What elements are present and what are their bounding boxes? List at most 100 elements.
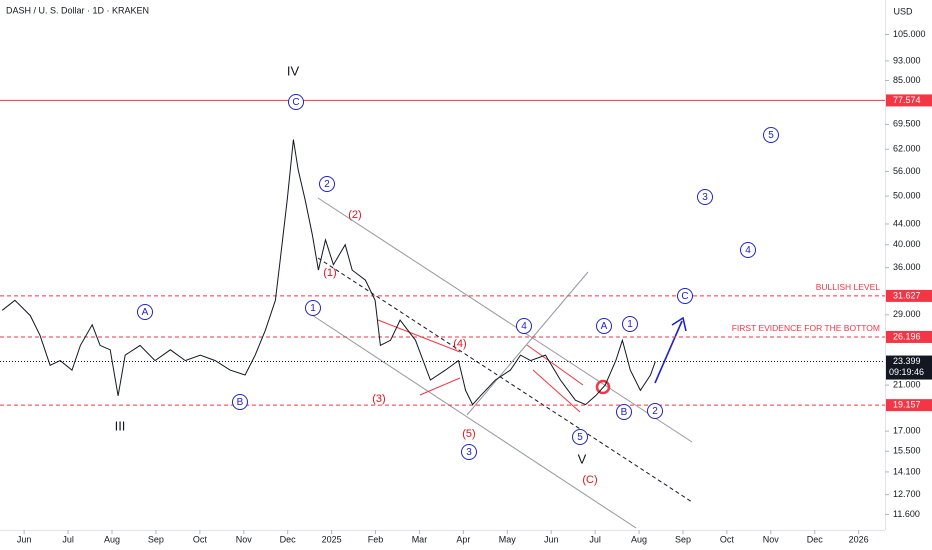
x-tick-label: Sep [148, 534, 164, 544]
x-tick-label: Nov [236, 534, 253, 544]
wave-line [532, 369, 581, 413]
y-tick-label: 17.000 [893, 426, 921, 436]
wave-label: A [601, 321, 608, 332]
wave-label: 4 [521, 321, 527, 332]
wave-label-circle [137, 304, 153, 320]
wave-label-circle [319, 176, 335, 192]
wave-label-circle [572, 429, 588, 445]
price-level-label: 23.399 [893, 356, 921, 366]
wave-label: 1 [310, 303, 316, 314]
wave-label-circle [516, 318, 532, 334]
wave-label: 2 [652, 406, 658, 417]
y-tick-label: 50.000 [893, 190, 921, 200]
wave-label: 4 [745, 245, 751, 256]
wave-label: 5 [577, 432, 583, 443]
wave-label-circle [461, 444, 477, 460]
y-tick-label: 105.000 [893, 29, 926, 39]
wave-label: 2 [324, 179, 330, 190]
y-tick-label: 15.500 [893, 446, 921, 456]
wave-label-circle [232, 394, 248, 410]
price-level-label: 26.196 [893, 331, 921, 341]
y-tick-label: 56.000 [893, 166, 921, 176]
x-tick-label: Oct [720, 534, 735, 544]
price-level-badge [886, 399, 932, 412]
wave-label-circle [288, 94, 304, 110]
price-level-badge [886, 355, 932, 380]
wave-label: (C) [582, 474, 597, 486]
wave-label: B [237, 397, 244, 408]
y-tick-label: 62.000 [893, 144, 921, 154]
price-level-badge [886, 330, 932, 343]
wave-label-circle [596, 318, 612, 334]
wave-label: III [115, 418, 126, 433]
x-tick-label: Dec [280, 534, 297, 544]
projection-arrow [654, 316, 687, 384]
channel-line [317, 197, 693, 443]
y-tick-label: 21.000 [893, 379, 921, 389]
y-tick-label: 69.500 [893, 119, 921, 129]
x-tick-label: Oct [193, 534, 208, 544]
wave-label-circle [622, 316, 638, 332]
channel-line [311, 314, 637, 529]
arrow-head [671, 316, 687, 332]
x-tick-label: Jun [544, 534, 559, 544]
wave-label: (1) [323, 267, 336, 279]
wave-label: 5 [768, 130, 774, 141]
price-level-label: 77.574 [893, 95, 921, 105]
wave-label-circle [763, 127, 779, 143]
y-tick-label: 93.000 [893, 55, 921, 65]
price-level-badge [886, 94, 932, 107]
wave-line [377, 319, 461, 353]
price-level-label: 31.627 [893, 290, 921, 300]
wave-line [419, 377, 461, 396]
level-text: FIRST EVIDENCE FOR THE BOTTOM [732, 323, 880, 333]
wave-label-circle [677, 288, 693, 304]
arrow-shaft [654, 320, 683, 384]
x-tick-label: Nov [763, 534, 780, 544]
wave-label: (2) [348, 209, 361, 221]
wave-label: 3 [466, 447, 472, 458]
wave-label-circle [697, 189, 713, 205]
x-tick-label: Jun [17, 534, 32, 544]
y-tick-label: 29.000 [893, 309, 921, 319]
y-tick-label: 11.600 [893, 509, 920, 519]
y-tick-label: 85.000 [893, 75, 921, 85]
wave-label: 3 [702, 192, 708, 203]
wave-label: A [142, 307, 149, 318]
x-tick-label: Jul [62, 534, 74, 544]
price-level-label: 19.157 [893, 400, 921, 410]
price-level-badge [886, 289, 932, 302]
y-tick-label: 14.100 [893, 466, 921, 476]
x-tick-label: Apr [456, 534, 470, 544]
y-tick-label: 12.700 [893, 489, 921, 499]
currency-label: USD [893, 6, 913, 16]
x-tick-label: Sep [675, 534, 691, 544]
x-tick-label: 2025 [322, 534, 342, 544]
wave-label: C [292, 97, 299, 108]
wave-label: (5) [462, 428, 475, 440]
y-tick-label: 44.000 [893, 218, 921, 228]
wave-label: (4) [453, 338, 466, 350]
wave-label-circle [740, 242, 756, 258]
wave-label-circle [647, 403, 663, 419]
channel-midline [317, 257, 693, 503]
x-tick-label: Mar [412, 534, 428, 544]
x-tick-label: Aug [104, 534, 120, 544]
x-tick-label: Feb [368, 534, 384, 544]
countdown-label: 09:19:46 [889, 367, 924, 377]
wave-label-circle [616, 404, 632, 420]
chart-title: DASH / U. S. Dollar · 1D · KRAKEN [6, 5, 149, 15]
x-tick-label: Aug [631, 534, 647, 544]
wave-label-circle [305, 300, 321, 316]
level-text: BULLISH LEVEL [816, 282, 881, 292]
wave-label: 1 [627, 319, 633, 330]
x-tick-label: Jul [589, 534, 601, 544]
x-tick-label: Dec [807, 534, 824, 544]
y-tick-label: 36.000 [893, 262, 921, 272]
wave-label: IV [287, 63, 300, 78]
wave-label: C [681, 291, 688, 302]
y-tick-label: 40.000 [893, 239, 921, 249]
x-tick-label: 2026 [849, 534, 869, 544]
